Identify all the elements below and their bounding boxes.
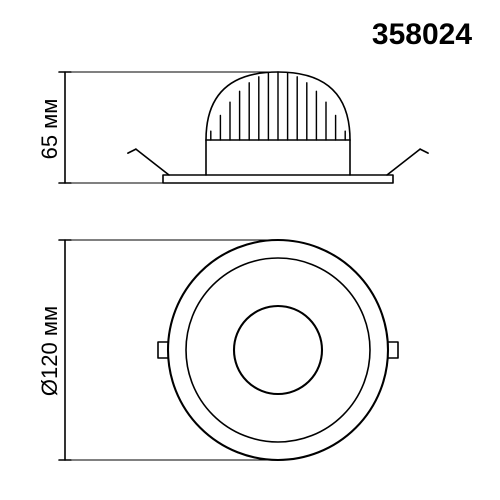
technical-drawing (0, 0, 500, 500)
diameter-dimension-label: Ø120 мм (37, 301, 63, 401)
height-dimension-label: 65 мм (37, 89, 63, 169)
